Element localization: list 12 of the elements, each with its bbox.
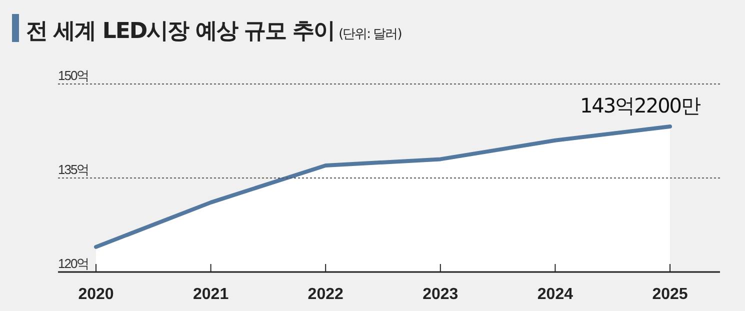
chart-title: 전 세계 LED시장 예상 규모 추이 <box>26 19 335 44</box>
x-tick-label: 2023 <box>422 286 458 303</box>
x-tick-label: 2021 <box>193 286 229 303</box>
x-tick-label: 2022 <box>308 286 344 303</box>
y-tick-label: 120억 <box>58 256 89 271</box>
y-tick-label: 135억 <box>58 162 89 177</box>
data-label: 143억2200만 <box>580 93 702 118</box>
x-tick-label: 2020 <box>78 286 114 303</box>
chart-subtitle: (단위: 달러) <box>338 27 402 42</box>
y-tick-label: 150억 <box>58 68 89 83</box>
x-tick-label: 2025 <box>652 286 688 303</box>
x-tick-label: 2024 <box>537 286 574 303</box>
